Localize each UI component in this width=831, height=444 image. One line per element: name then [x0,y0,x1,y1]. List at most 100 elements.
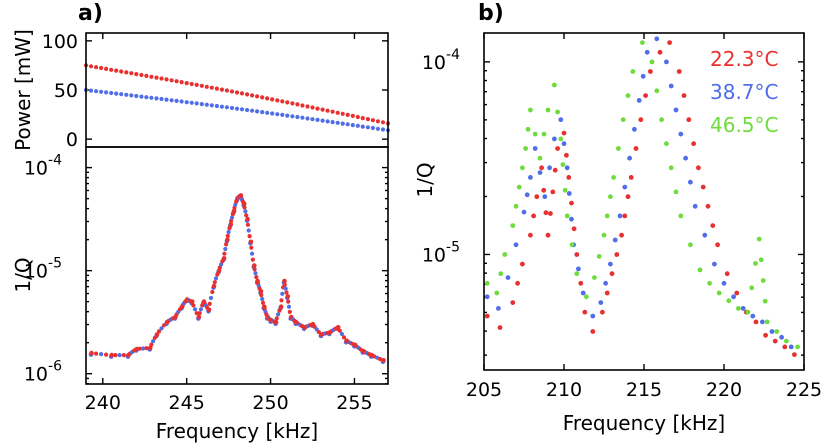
q-point-interp [316,329,321,335]
b-point-interp-0 [681,93,687,98]
b-point-0 [782,344,788,350]
power-point-blue [229,105,235,111]
b-point-interp-2 [625,93,631,98]
a-ytick-label: 10-6 [24,359,62,386]
b-point-2 [795,344,800,350]
b-point-interp-2 [555,109,560,115]
power-point-red [285,100,290,105]
q-point-red [154,332,160,337]
power-point-blue [360,124,365,129]
b-point-1 [627,155,632,161]
b-point-0 [648,69,653,74]
b-point-interp-1 [678,131,684,137]
power-point-blue [194,101,199,106]
b-point-interp-0 [569,200,574,206]
b-point-2 [659,117,664,123]
q-point-interp [245,222,250,227]
q-point-red [248,239,254,245]
power-point-blue [355,123,360,128]
b-point-2 [537,155,543,161]
power-point-blue [245,107,250,113]
b-point-2 [552,82,557,88]
q-point-red [381,358,386,363]
power-point-red [320,107,325,112]
b-point-interp-2 [513,203,519,209]
power-point-red [169,78,174,83]
b-point-2 [716,290,722,296]
power-point-blue [219,104,224,109]
q-point-interp [333,326,338,331]
power-point-blue [124,92,129,97]
b-point-interp-0 [700,184,706,190]
b-point-1 [558,117,564,123]
q-point-interp [243,209,248,214]
q-point-red [196,314,202,320]
power-point-red [255,94,260,99]
q-point-interp [257,286,262,291]
b-xtick-label: 210 [546,379,582,401]
power-point-blue [380,127,386,132]
b-point-interp-2 [664,141,669,147]
power-point-red [179,80,184,85]
power-point-red [325,108,330,113]
q-point-interp [194,311,199,316]
power-point-red [88,64,94,69]
power-point-blue [164,97,169,102]
b-xtick-label: 205 [466,379,502,401]
q-point-interp [161,323,167,328]
b-point-interp-2 [762,298,768,304]
b-point-2 [756,236,762,242]
q-point-interp [234,199,239,204]
q-point-interp [280,291,285,296]
q-point-interp [250,257,255,262]
power-point-red [239,91,245,96]
power-point-blue [114,91,119,96]
b-point-1 [617,213,623,219]
power-point-red [250,93,255,98]
b-point-2 [545,107,551,113]
b-point-2 [649,59,655,65]
b-point-2 [494,290,500,296]
power-point-red [174,79,179,84]
q-point-interp [188,299,193,304]
q-point-interp [121,353,126,358]
b-point-1 [760,319,765,325]
b-point-interp-0 [552,167,558,173]
b-point-2 [611,175,616,180]
q-point-interp [226,229,231,235]
b-point-0 [600,309,605,315]
q-point-red [211,283,217,289]
power-point-blue [224,105,229,110]
power-point-blue [199,102,204,107]
q-point-red [252,263,257,268]
b-point-2 [764,319,770,325]
b-point-interp-0 [541,187,547,193]
b-point-0 [696,165,701,171]
b-point-interp-1 [632,126,637,132]
b-point-1 [505,275,511,280]
b-point-1 [513,242,519,248]
b-point-interp-1 [524,192,530,198]
b-point-interp-0 [531,213,536,219]
q-point-interp [177,307,183,312]
b-point-2 [516,184,522,190]
b-xtick-label: 225 [786,379,822,401]
q-point-interp [242,205,247,210]
power-point-red [154,75,159,80]
q-point-interp [299,323,305,329]
power-point-blue [239,107,245,112]
power-point-red [164,77,169,82]
q-point-interp [223,246,228,252]
q-point-interp [144,346,149,351]
b-point-interp-2 [520,165,525,171]
b-point-2 [484,280,490,286]
b-point-0 [484,313,490,319]
b-point-2 [584,294,589,300]
b-point-interp-2 [654,88,660,94]
power-point-red [340,111,345,116]
b-point-0 [619,232,624,238]
b-xtick-label: 215 [626,379,662,401]
q-point-interp [156,329,162,334]
power-point-red [129,71,134,76]
power-point-red [315,106,320,111]
